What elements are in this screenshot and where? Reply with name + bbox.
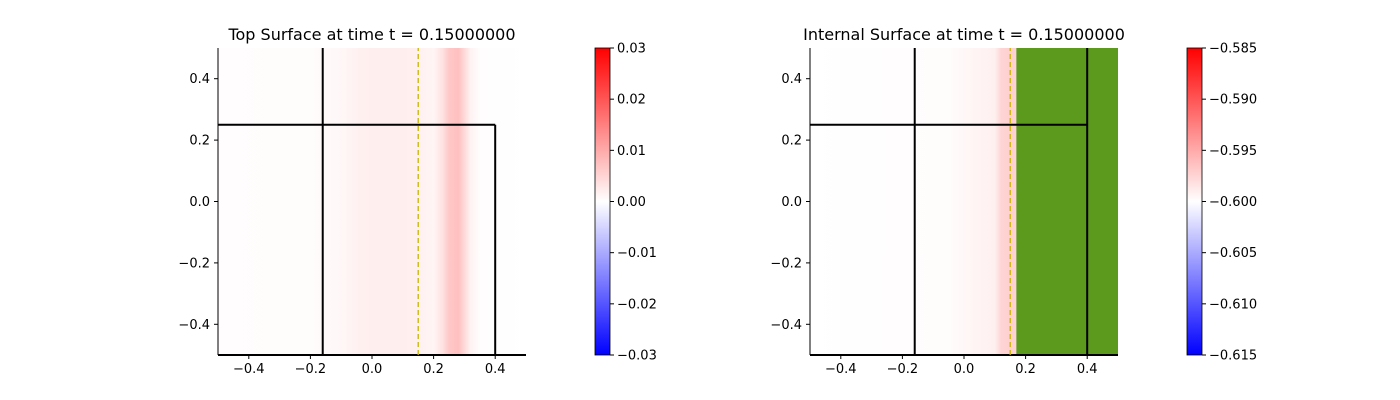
chart-title: Internal Surface at time t = 0.15000000 <box>803 25 1125 44</box>
x-tick-label: −0.4 <box>233 362 265 377</box>
colorbar-tick-label: −0.615 <box>1209 349 1257 364</box>
y-tick-label: −0.2 <box>178 256 210 271</box>
x-tick-label: −0.2 <box>887 362 919 377</box>
x-tick-label: −0.4 <box>825 362 857 377</box>
x-tick-label: 0.0 <box>954 362 975 377</box>
y-tick-label: 0.4 <box>781 72 802 87</box>
heatmap-field <box>218 48 526 355</box>
y-tick-label: −0.2 <box>770 256 802 271</box>
colorbar-tick-label: −0.01 <box>617 246 657 261</box>
masked-region <box>1016 48 1118 355</box>
colorbar <box>1186 47 1203 356</box>
x-tick-label: 0.0 <box>362 362 383 377</box>
x-tick-label: −0.2 <box>295 362 327 377</box>
chart-title: Top Surface at time t = 0.15000000 <box>227 25 515 44</box>
colorbar-tick-label: −0.03 <box>617 349 657 364</box>
colorbar-tick-label: −0.600 <box>1209 195 1257 210</box>
y-tick-label: 0.0 <box>189 195 210 210</box>
colorbar <box>594 47 611 356</box>
y-tick-label: 0.2 <box>189 134 210 149</box>
colorbar-tick-label: −0.590 <box>1209 93 1257 108</box>
x-tick-label: 0.4 <box>485 362 506 377</box>
x-tick-label: 0.4 <box>1077 362 1098 377</box>
colorbar-tick-label: −0.605 <box>1209 246 1257 261</box>
y-tick-label: 0.2 <box>781 134 802 149</box>
chart-panel-1: −0.4 −0.2 0.0 0.2 0.4 −0.4 −0.2 0.0 0.2 0.4 Top Su… <box>178 25 656 377</box>
colorbar-tick-label: −0.610 <box>1209 297 1257 312</box>
y-tick-label: 0.4 <box>189 72 210 87</box>
y-tick-label: 0.0 <box>781 195 802 210</box>
colorbar-tick-label: 0.03 <box>617 42 646 57</box>
colorbar-tick-label: −0.585 <box>1209 42 1257 57</box>
y-tick-label: −0.4 <box>770 318 802 333</box>
x-tick-label: 0.2 <box>423 362 444 377</box>
y-tick-label: −0.4 <box>178 318 210 333</box>
colorbar-tick-label: 0.01 <box>617 144 646 159</box>
colorbar-tick-label: 0.02 <box>617 93 646 108</box>
colorbar-tick-label: −0.02 <box>617 297 657 312</box>
chart-panel-2: −0.4 −0.2 0.0 0.2 0.4 −0.4 −0.2 0.0 0.2 0.4 Intern… <box>770 25 1257 377</box>
colorbar-tick-label: −0.595 <box>1209 144 1257 159</box>
x-tick-label: 0.2 <box>1015 362 1036 377</box>
colorbar-tick-label: 0.00 <box>617 195 646 210</box>
